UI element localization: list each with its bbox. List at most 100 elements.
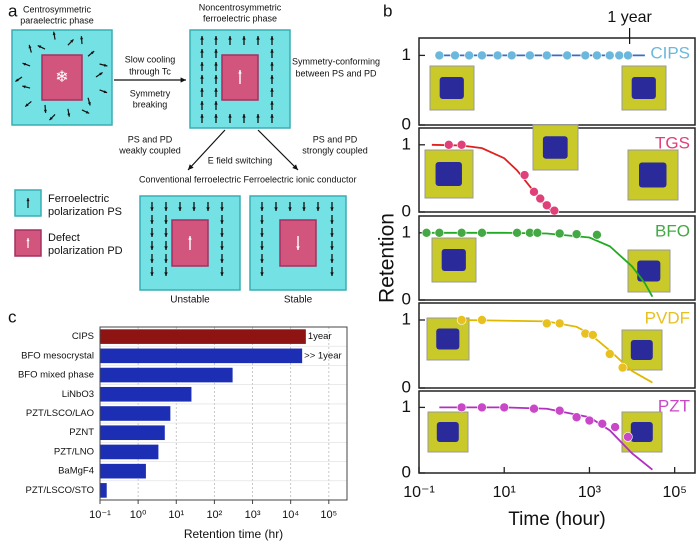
x-tick-label: 10¹ <box>493 484 516 501</box>
arrow-head <box>103 63 108 67</box>
arrow-head <box>178 207 182 211</box>
inset-domain <box>542 136 568 159</box>
category-label: BFO mesocrystal <box>21 350 94 361</box>
x-tick-label: 10⁵ <box>662 484 686 501</box>
plot-frame <box>418 215 696 301</box>
panel-title: BFO <box>655 221 690 240</box>
data-point <box>554 405 565 416</box>
arrow-head <box>330 220 334 224</box>
arrow-head <box>214 62 218 66</box>
data-point <box>604 349 615 359</box>
arrow-head <box>26 198 30 202</box>
x-tick-label: 10³ <box>245 509 261 521</box>
inset-domain <box>639 162 667 188</box>
y-tick-label: 1 <box>402 134 411 153</box>
inset-domain <box>630 422 653 442</box>
data-point <box>542 50 552 61</box>
data-point <box>542 200 552 211</box>
arrow-head <box>288 207 292 211</box>
arrow-head <box>26 238 30 242</box>
plot-frame <box>418 302 696 389</box>
diagram-text: Unstable <box>170 295 210 306</box>
panel-title: PZT <box>658 396 690 415</box>
arrow-head <box>270 114 274 118</box>
data-point <box>477 50 487 61</box>
bar <box>100 425 165 441</box>
data-point <box>584 415 595 426</box>
arrow-head <box>180 77 186 83</box>
bar <box>100 348 303 364</box>
arrow-head <box>220 246 224 250</box>
x-tick-label: 10⁵ <box>320 509 337 521</box>
arrow-head <box>330 207 334 211</box>
panel-label: b <box>383 1 392 20</box>
data-point <box>477 228 487 238</box>
bar <box>100 483 107 498</box>
data-point <box>477 402 487 413</box>
arrow-head <box>188 236 192 240</box>
arrow-head <box>214 114 218 118</box>
arrow-head <box>150 207 154 211</box>
data-point <box>592 230 602 240</box>
arrow-head <box>25 103 29 107</box>
category-label: PZT/LNO <box>54 446 94 457</box>
arrow-head <box>164 233 168 237</box>
inset-domain <box>630 340 653 360</box>
diagram-text: weakly coupled <box>118 145 181 155</box>
arrow-head <box>238 70 242 74</box>
arrow-head <box>270 88 274 92</box>
y-axis-label: Retention <box>376 213 399 303</box>
arrow-head <box>260 246 264 250</box>
arrow-head <box>330 272 334 276</box>
x-tick-label: 10⁰ <box>130 509 147 521</box>
category-label: PZNT <box>69 427 94 438</box>
diagram-text: strongly coupled <box>302 145 368 155</box>
bar <box>100 367 233 383</box>
snowflake: ❄ <box>55 69 68 86</box>
defect-box <box>171 219 209 267</box>
arrow-head <box>37 45 42 49</box>
arrow-head <box>206 207 210 211</box>
x-tick-label: 10² <box>206 509 222 521</box>
y-tick-label: 0 <box>402 201 411 220</box>
data-point <box>456 315 467 325</box>
data-point <box>512 228 522 238</box>
arrow-head <box>316 207 320 211</box>
inset-domain <box>631 77 656 99</box>
bar <box>100 406 171 421</box>
arrow-head <box>87 102 91 106</box>
arrow-head <box>52 31 56 36</box>
data-point <box>529 403 539 414</box>
inset-domain <box>441 249 466 271</box>
data-point <box>450 50 460 61</box>
inset-domain <box>439 77 464 99</box>
arrow-head <box>164 259 168 263</box>
category-label: BaMgF4 <box>58 466 94 477</box>
panel-title: TGS <box>655 133 690 152</box>
arrow-head <box>220 220 224 224</box>
bar <box>100 386 192 402</box>
fit-line <box>439 406 653 471</box>
bar <box>100 329 306 344</box>
arrow-head <box>220 272 224 276</box>
arrow-head <box>150 246 154 250</box>
arrow-head <box>164 207 168 211</box>
diagram-text: Symmetry-conforming <box>292 56 380 66</box>
annotation: >> 1year <box>304 350 342 361</box>
arrow-head <box>228 114 232 118</box>
arrow-head <box>270 101 274 105</box>
data-point <box>421 228 432 238</box>
data-point <box>580 50 591 61</box>
category-label: LiNbO3 <box>62 389 94 400</box>
diagram-text: through Tc <box>129 66 171 76</box>
category-label: BFO mixed phase <box>18 370 94 381</box>
category-label: PZT/LSCO/LAO <box>26 408 94 419</box>
arrow-head <box>85 110 90 114</box>
diagram-text: Slow cooling <box>125 54 176 64</box>
data-point <box>443 140 454 150</box>
arrow-head <box>43 109 47 113</box>
arrow-head <box>200 75 204 79</box>
y-tick-label: 0 <box>402 289 411 308</box>
diagram-text: ferroelectric phase <box>203 13 277 23</box>
